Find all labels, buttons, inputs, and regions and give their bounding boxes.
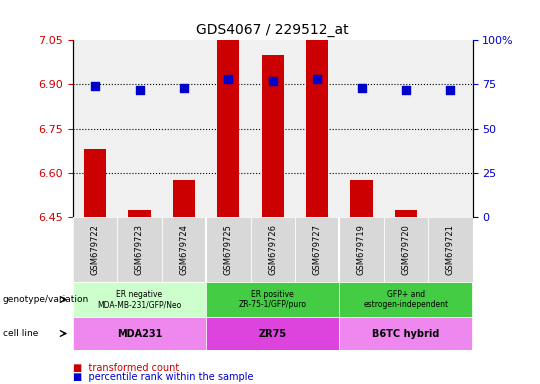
Point (135, 87, 144, 93)
Bar (251, 217, 295, 282)
Point (357, 85, 366, 91)
Bar (339, 217, 384, 282)
Text: GFP+ and
estrogen-independent: GFP+ and estrogen-independent (363, 290, 448, 309)
Bar (306, 40, 328, 217)
Text: cell line: cell line (3, 329, 38, 338)
Text: GSM679723: GSM679723 (135, 224, 144, 275)
Text: GSM679726: GSM679726 (268, 224, 277, 275)
Text: GSM679722: GSM679722 (91, 224, 99, 275)
Title: GDS4067 / 229512_at: GDS4067 / 229512_at (197, 23, 349, 36)
Point (268, 78, 277, 84)
Bar (339, 282, 472, 317)
Text: GSM679720: GSM679720 (401, 224, 410, 275)
Text: ■  percentile rank within the sample: ■ percentile rank within the sample (73, 372, 253, 382)
Text: B6TC hybrid: B6TC hybrid (372, 328, 440, 339)
Text: genotype/variation: genotype/variation (3, 295, 89, 304)
Bar (261, 55, 284, 217)
Point (224, 76, 233, 82)
Text: GSM679719: GSM679719 (357, 224, 366, 275)
Text: ZR75: ZR75 (259, 328, 287, 339)
Text: GSM679721: GSM679721 (446, 224, 455, 275)
Point (180, 85, 188, 91)
Bar (73, 317, 206, 350)
Bar (117, 217, 161, 282)
Text: MDA231: MDA231 (117, 328, 162, 339)
Text: GSM679727: GSM679727 (313, 224, 322, 275)
Point (402, 87, 410, 93)
Bar (73, 217, 117, 282)
Point (313, 76, 321, 82)
Bar (206, 217, 251, 282)
Point (446, 87, 455, 93)
Bar (384, 217, 428, 282)
Bar (173, 180, 195, 217)
Bar (339, 317, 472, 350)
Bar (206, 317, 339, 350)
Bar (161, 217, 206, 282)
Bar (206, 282, 339, 317)
Text: GSM679725: GSM679725 (224, 224, 233, 275)
Text: ■  transformed count: ■ transformed count (73, 363, 179, 373)
Point (91, 83, 99, 89)
Bar (84, 149, 106, 217)
Bar (428, 217, 472, 282)
Bar (295, 217, 339, 282)
Bar (73, 282, 206, 317)
Bar (129, 210, 151, 217)
Text: GSM679724: GSM679724 (179, 224, 188, 275)
Bar (217, 40, 239, 217)
Bar (395, 210, 417, 217)
Bar (350, 180, 373, 217)
Text: ER positive
ZR-75-1/GFP/puro: ER positive ZR-75-1/GFP/puro (239, 290, 307, 309)
Text: ER negative
MDA-MB-231/GFP/Neo: ER negative MDA-MB-231/GFP/Neo (97, 290, 181, 309)
